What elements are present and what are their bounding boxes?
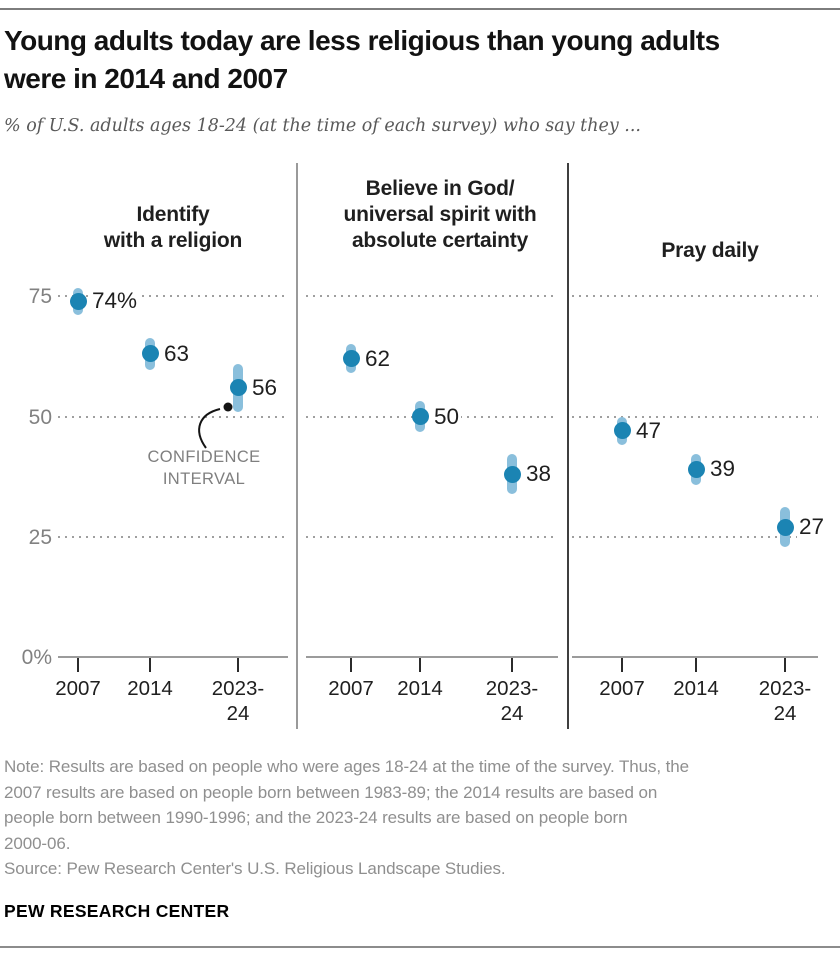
chart-title: Young adults today are less religious th… <box>4 22 840 98</box>
x-axis-category-label-line: 2014 <box>673 677 719 700</box>
data-point-dot <box>141 345 159 363</box>
x-axis-category-label-line: 2023- <box>758 677 812 700</box>
x-axis-tick <box>77 658 79 672</box>
data-point-dot <box>776 518 794 536</box>
x-axis-tick <box>350 658 352 672</box>
x-axis-tick <box>784 658 786 672</box>
x-axis-category-label-line: 2023- <box>211 677 265 700</box>
x-axis-line <box>572 656 818 658</box>
data-point-dot <box>69 292 87 310</box>
gridline <box>572 415 818 418</box>
bottom-divider-line <box>0 946 840 948</box>
x-axis-category-label: 2014 <box>651 676 741 701</box>
note-text: Note: Results are based on people who we… <box>4 754 824 856</box>
x-axis-tick <box>419 658 421 672</box>
gridline <box>306 535 558 538</box>
panel-title-line: Believe in God/ <box>365 177 515 200</box>
dot-plot-chart: 75 50 25 0% 2007 2014 2023- 24 2007 2014 2023- 24 20… <box>21 163 840 729</box>
x-axis-tick <box>149 658 151 672</box>
panel-title: Believe in God/universal spirit with abso… <box>300 176 580 254</box>
x-axis-category-label: 2023- 24 <box>193 676 283 726</box>
panel-title-line: Pray daily <box>661 239 759 262</box>
x-axis-tick <box>511 658 513 672</box>
pew-research-center-wordmark: PEW RESEARCH CENTER <box>4 901 230 921</box>
note-text-line: Note: Results are based on people who we… <box>4 757 689 776</box>
x-axis-line <box>58 656 288 658</box>
x-axis-category-label-line: 2023- <box>485 677 539 700</box>
data-point-value-label: 38 <box>524 461 554 487</box>
x-axis-category-label: 2014 <box>375 676 465 701</box>
gridline <box>58 295 288 298</box>
x-axis-category-label-line: 24 <box>773 702 797 725</box>
panel-divider-line <box>296 163 298 729</box>
data-point-dot <box>411 408 429 425</box>
data-point-value-label: 62 <box>363 345 393 371</box>
x-axis-category-label: 2007 <box>33 676 123 701</box>
panel-title-line: Identify <box>136 203 210 226</box>
gridline <box>572 535 818 538</box>
chart-title-line-1: Young adults today are less religious th… <box>4 25 720 56</box>
data-point-value-label: 74% <box>90 288 140 314</box>
data-point-value-label: 27 <box>797 514 827 540</box>
annotation-arrow <box>198 402 233 449</box>
note-text-line: people born between 1990-1996; and the 2… <box>4 808 628 827</box>
data-point-value-label: 50 <box>432 403 462 429</box>
data-point-value-label: 63 <box>162 340 192 366</box>
x-axis-category-label-line: 2007 <box>328 677 374 700</box>
x-axis-category-label-line: 2007 <box>55 677 101 700</box>
x-axis-category-label: 2007 <box>577 676 667 701</box>
top-divider-line <box>0 8 840 10</box>
y-axis-label: 0% <box>21 646 52 669</box>
chart-subtitle: % of U.S. adults ages 18-24 (at the time… <box>4 116 641 136</box>
x-axis-category-label: 2023- 24 <box>740 676 830 726</box>
x-axis-tick <box>621 658 623 672</box>
x-axis-tick <box>695 658 697 672</box>
panel-title-line: with a religion <box>103 229 243 252</box>
data-point-value-label: 39 <box>708 456 738 482</box>
y-axis-label: 25 <box>28 525 52 549</box>
gridline <box>58 415 288 418</box>
x-axis-category-label-line: 24 <box>500 702 524 725</box>
x-axis-category-label: 2014 <box>105 676 195 701</box>
chart-title-line-2: were in 2014 and 2007 <box>4 63 288 94</box>
confidence-interval-annotation-line: CONFIDENCE <box>147 448 261 466</box>
data-point-dot <box>342 350 360 368</box>
panel-divider-line <box>567 163 569 729</box>
panel-title-line: absolute certainty <box>351 229 529 252</box>
note-text-line: 2007 results are based on people born be… <box>4 782 658 802</box>
panel-title: Identify with a religion <box>33 202 313 254</box>
x-axis-category-label: 2023- 24 <box>467 676 557 726</box>
panel-title: Pray daily <box>570 238 840 264</box>
x-axis-category-label-line: 2014 <box>397 677 443 700</box>
data-point-value-label: 56 <box>250 374 280 400</box>
y-axis-label: 50 <box>28 405 52 429</box>
confidence-interval-annotation: CONFIDENCE INTERVAL <box>109 446 299 490</box>
x-axis-line <box>306 656 558 658</box>
data-point-value-label: 47 <box>634 417 664 443</box>
note-text-line: 2000-06. <box>4 833 71 853</box>
x-axis-tick <box>237 658 239 672</box>
gridline <box>306 295 558 298</box>
data-point-dot <box>687 460 705 478</box>
data-point-dot <box>503 465 521 483</box>
x-axis-category-label-line: 2014 <box>127 677 173 700</box>
x-axis-category-label: 2007 <box>306 676 396 701</box>
y-axis-label: 75 <box>28 285 52 309</box>
source-text: Source: Pew Research Center's U.S. Relig… <box>4 859 506 878</box>
panel-title-line: universal spirit with <box>343 203 537 226</box>
gridline <box>58 535 288 538</box>
x-axis-category-label-line: 2007 <box>599 677 645 700</box>
gridline <box>572 295 818 298</box>
data-point-dot <box>613 422 631 440</box>
data-point-dot <box>229 379 247 397</box>
x-axis-category-label-line: 24 <box>226 702 250 725</box>
confidence-interval-annotation-line: INTERVAL <box>162 470 246 488</box>
